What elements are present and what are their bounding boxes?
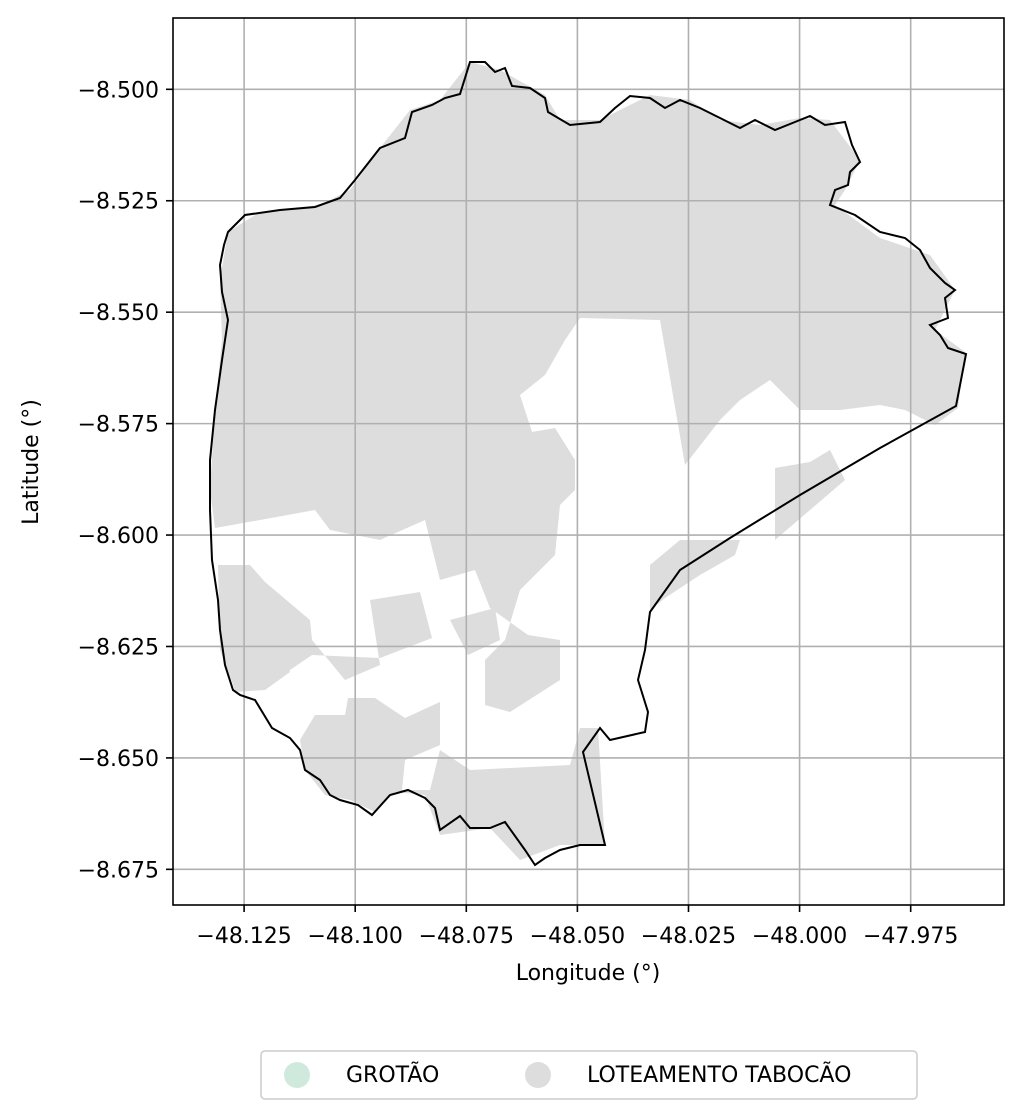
legend-label-loteamento-tabocao: LOTEAMENTO TABOCÃO [587, 1061, 851, 1088]
x-tick-label: −48.100 [307, 924, 402, 949]
y-tick-label: −8.525 [78, 190, 159, 215]
x-axis: −48.125 −48.100 −48.075 −48.050 −48.025 −48.0… [196, 905, 958, 949]
legend: GROTÃO LOTEAMENTO TABOCÃO [260, 1050, 918, 1100]
y-tick-label: −8.500 [78, 78, 159, 103]
legend-marker-loteamento-tabocao [525, 1062, 551, 1088]
parcel-east [775, 450, 845, 540]
y-tick-label: −8.675 [78, 858, 159, 883]
y-tick-label: −8.600 [78, 524, 159, 549]
grid [173, 18, 1004, 905]
x-tick-label: −48.050 [530, 924, 625, 949]
x-tick-label: −48.025 [641, 924, 736, 949]
x-tick-label: −48.075 [419, 924, 514, 949]
municipality-boundary [209, 61, 968, 867]
y-tick-label: −8.625 [78, 635, 159, 660]
y-tick-label: −8.575 [78, 413, 159, 438]
y-tick-label: −8.550 [78, 301, 159, 326]
y-axis: −8.500 −8.525 −8.550 −8.575 −8.600 −8.625 −8.6… [78, 78, 173, 883]
legend-marker-grotao [284, 1062, 310, 1088]
x-axis-title: Longitude (°) [516, 961, 661, 986]
x-tick-label: −47.975 [863, 924, 958, 949]
parcel-fill [210, 62, 965, 860]
parcel-center-south [450, 608, 500, 655]
y-tick-label: −8.650 [78, 747, 159, 772]
legend-label-grotao: GROTÃO [346, 1061, 439, 1088]
parcel-south [300, 698, 605, 860]
plot-frame [172, 17, 1005, 906]
y-axis-title: Latitude (°) [19, 399, 44, 525]
legend-box [260, 1050, 918, 1100]
parcel-southeast [650, 540, 740, 610]
x-tick-label: −48.125 [196, 924, 291, 949]
x-tick-label: −48.000 [752, 924, 847, 949]
parcel-main [210, 62, 965, 712]
